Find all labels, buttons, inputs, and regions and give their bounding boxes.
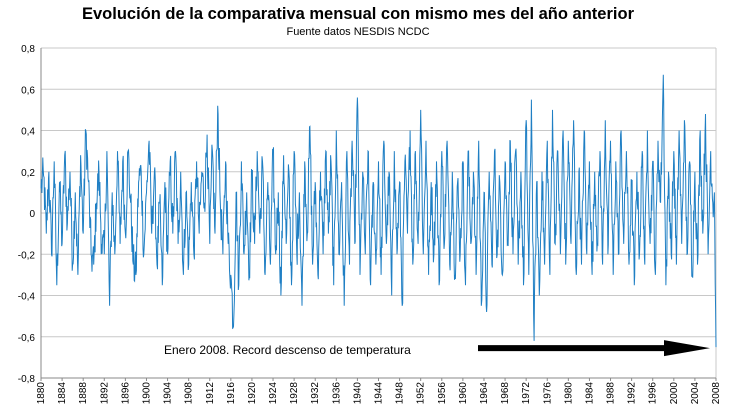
- x-tick-label: 1904: [163, 382, 174, 405]
- y-tick-label: 0,6: [21, 85, 35, 96]
- x-tick-label: 1928: [289, 382, 300, 405]
- series-line: [40, 74, 717, 348]
- chart-title: Evolución de la comparativa mensual con …: [81, 5, 634, 23]
- chart-subtitle: Fuente datos NESDIS NCDC: [286, 26, 430, 38]
- x-tick-label: 1980: [563, 382, 574, 405]
- annotation-arrow-head: [664, 340, 710, 357]
- y-tick-label: 0,8: [21, 44, 35, 55]
- x-axis-ticks: 1880 1884 1888 1892 1896 1900 1904 1908 1912 1916…: [36, 378, 722, 404]
- y-tick-label: 0,4: [21, 127, 35, 138]
- x-tick-label: 1932: [310, 382, 321, 405]
- x-tick-label: 1988: [606, 382, 617, 405]
- y-tick-label: 0,2: [21, 168, 35, 179]
- x-tick-label: 1960: [458, 382, 469, 405]
- x-tick-label: 1976: [542, 382, 553, 405]
- y-tick-label: 0: [29, 209, 35, 220]
- x-tick-label: 1880: [36, 382, 47, 405]
- x-tick-label: 1920: [247, 382, 258, 405]
- x-tick-label: 2000: [669, 382, 680, 405]
- y-axis-ticks: 0,8 0,6 0,4 0,2 0 -0,2 -0,4 -0,6 -0,8: [18, 44, 36, 385]
- y-tick-label: -0,4: [18, 292, 36, 303]
- y-tick-label: -0,2: [18, 250, 36, 261]
- x-tick-label: 1896: [120, 382, 131, 405]
- x-tick-label: 1884: [57, 382, 68, 405]
- x-tick-label: 1956: [437, 382, 448, 405]
- x-tick-label: 1900: [141, 382, 152, 405]
- x-tick-label: 1888: [78, 382, 89, 405]
- x-tick-label: 1952: [416, 382, 427, 405]
- x-tick-label: 1912: [205, 382, 216, 405]
- x-tick-label: 1916: [226, 382, 237, 405]
- gridlines: [41, 47, 717, 379]
- x-tick-label: 1948: [395, 382, 406, 405]
- x-tick-label: 1996: [648, 382, 659, 405]
- y-tick-label: -0,6: [18, 333, 36, 344]
- x-tick-label: 1972: [521, 382, 532, 405]
- x-tick-label: 1940: [352, 382, 363, 405]
- x-tick-label: 1908: [184, 382, 195, 405]
- x-tick-label: 1944: [374, 382, 385, 405]
- x-tick-label: 1924: [268, 382, 279, 405]
- x-tick-label: 1984: [584, 382, 595, 405]
- y-tick-label: -0,8: [18, 374, 36, 385]
- x-tick-label: 1936: [331, 382, 342, 405]
- x-tick-label: 1992: [627, 382, 638, 405]
- x-tick-label: 1964: [479, 382, 490, 405]
- x-tick-label: 2008: [711, 382, 722, 405]
- x-tick-label: 1968: [500, 382, 511, 405]
- annotation-text: Enero 2008. Record descenso de temperatu…: [164, 343, 411, 357]
- x-tick-label: 2004: [690, 382, 701, 405]
- x-tick-label: 1892: [99, 382, 110, 405]
